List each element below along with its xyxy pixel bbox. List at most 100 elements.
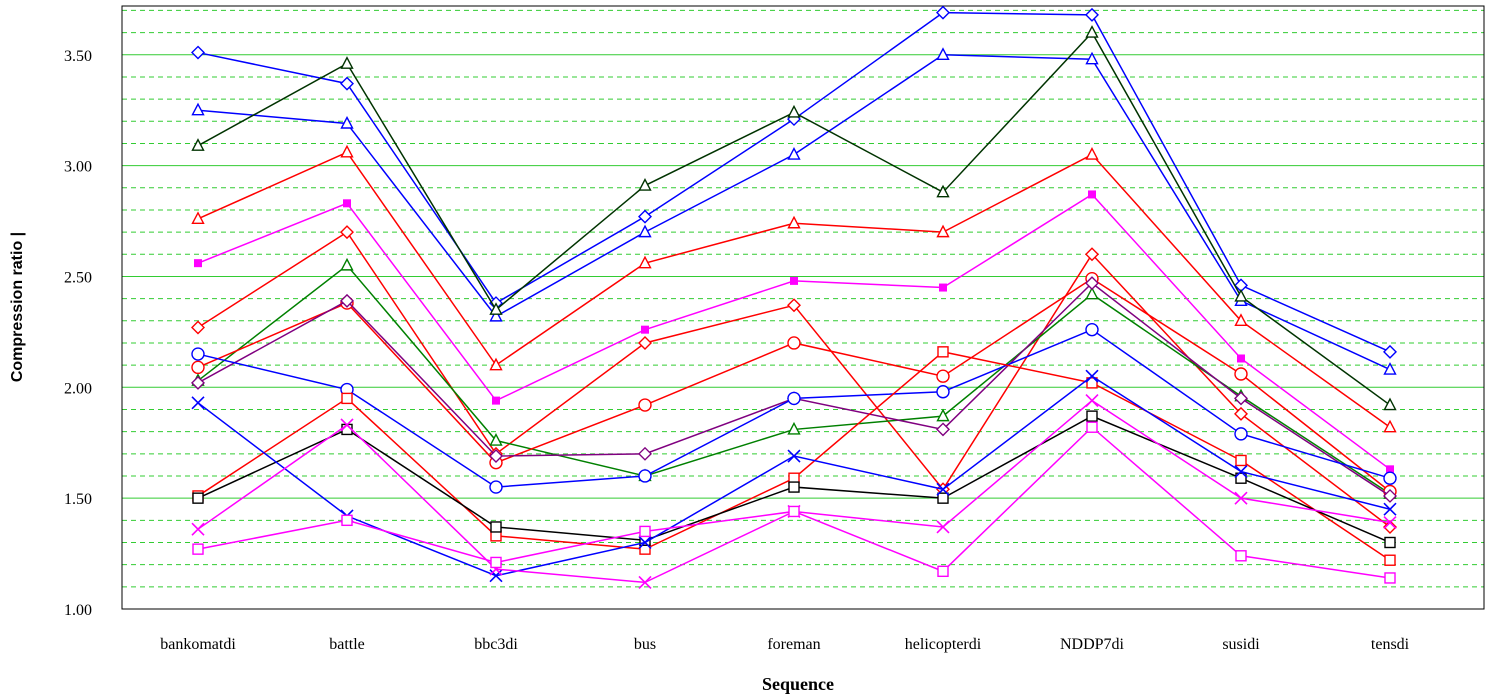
data-point [1237, 354, 1245, 363]
data-point [638, 255, 652, 269]
series-11 [192, 346, 1396, 566]
data-point [936, 184, 950, 198]
data-point [1383, 344, 1397, 359]
data-point [936, 408, 950, 422]
data-point [489, 569, 503, 583]
data-point [340, 293, 354, 308]
data-point [191, 138, 205, 151]
y-tick-labels: 1.00 1.50 2.00 2.50 3.00 3.50 [64, 48, 92, 619]
data-point [1086, 410, 1098, 422]
data-point [191, 396, 205, 410]
data-point [1383, 362, 1397, 375]
data-point [1235, 454, 1247, 467]
y-tick-label: 2.00 [64, 380, 92, 397]
data-point [340, 257, 354, 271]
data-point [1088, 190, 1096, 199]
data-point [638, 535, 652, 550]
data-point [191, 347, 205, 361]
data-point [343, 199, 351, 208]
data-point [1085, 394, 1099, 408]
y-tick-label: 1.00 [64, 602, 92, 619]
data-point [1234, 391, 1248, 406]
data-point [1234, 491, 1248, 505]
data-point [787, 104, 801, 118]
data-point [1383, 419, 1397, 433]
data-point [787, 336, 801, 350]
data-point [1085, 276, 1099, 291]
data-point [1234, 427, 1248, 441]
data-point [1383, 515, 1397, 530]
y-tick-label: 3.00 [64, 159, 92, 176]
data-point [1384, 536, 1396, 549]
data-point [489, 449, 503, 464]
data-point [936, 520, 950, 534]
x-tick-label: NDDP7di [1060, 636, 1125, 653]
series-4 [191, 144, 1397, 433]
data-point [788, 481, 800, 493]
data-point [937, 346, 949, 358]
x-tick-label: helicopterdi [905, 636, 982, 653]
data-point [191, 375, 205, 390]
data-point [939, 283, 947, 292]
x-axis-title: Sequence [762, 674, 834, 694]
data-point [191, 320, 205, 335]
data-point [639, 525, 651, 538]
data-point [787, 449, 801, 463]
data-point [1234, 288, 1248, 302]
data-point [192, 543, 204, 555]
data-point [492, 396, 500, 405]
data-point [1085, 7, 1099, 22]
data-point [788, 505, 800, 518]
data-point [1234, 406, 1248, 421]
data-point [1085, 147, 1099, 160]
x-tick-label: bbc3di [474, 636, 518, 653]
data-point [340, 115, 354, 129]
data-point [489, 308, 503, 322]
data-point [936, 422, 950, 437]
x-tick-labels: bankomatdi battle bbc3di bus foreman helicopt… [160, 636, 1409, 653]
data-point [1085, 51, 1099, 65]
data-point [489, 357, 503, 371]
data-point [1086, 377, 1098, 389]
data-point [191, 211, 205, 225]
series-1 [191, 5, 1397, 359]
data-point [1383, 397, 1397, 411]
data-point [191, 522, 205, 536]
data-point [1085, 322, 1099, 337]
data-point [1086, 421, 1098, 433]
data-point [787, 421, 801, 435]
data-point [641, 325, 649, 334]
data-point [1234, 367, 1248, 381]
data-point [192, 492, 204, 504]
data-point [936, 47, 950, 60]
series-13 [191, 369, 1397, 583]
data-point [489, 480, 503, 494]
series-12 [192, 410, 1396, 549]
y-tick-label: 3.50 [64, 48, 92, 65]
series-3 [191, 25, 1397, 411]
data-point [1384, 554, 1396, 566]
y-axis-title: Compression ratio | [9, 232, 26, 382]
data-point [1235, 550, 1247, 562]
plot-frame [121, 5, 1485, 610]
data-point [1235, 472, 1247, 484]
data-point [787, 298, 801, 313]
data-point [191, 360, 205, 375]
data-point [638, 398, 652, 412]
data-point [1384, 572, 1396, 584]
x-tick-label: bankomatdi [160, 636, 236, 653]
data-point [490, 556, 502, 569]
data-point [1085, 369, 1099, 383]
data-point [638, 178, 652, 191]
series-15 [192, 421, 1396, 584]
x-tick-label: tensdi [1371, 636, 1410, 653]
data-point [936, 5, 950, 20]
data-point [1383, 488, 1397, 503]
data-point [490, 521, 502, 533]
series-line [197, 54, 1391, 371]
data-point [937, 565, 949, 578]
y-tick-label: 2.50 [64, 269, 92, 286]
data-point [638, 335, 652, 350]
x-tick-label: foreman [767, 636, 820, 653]
